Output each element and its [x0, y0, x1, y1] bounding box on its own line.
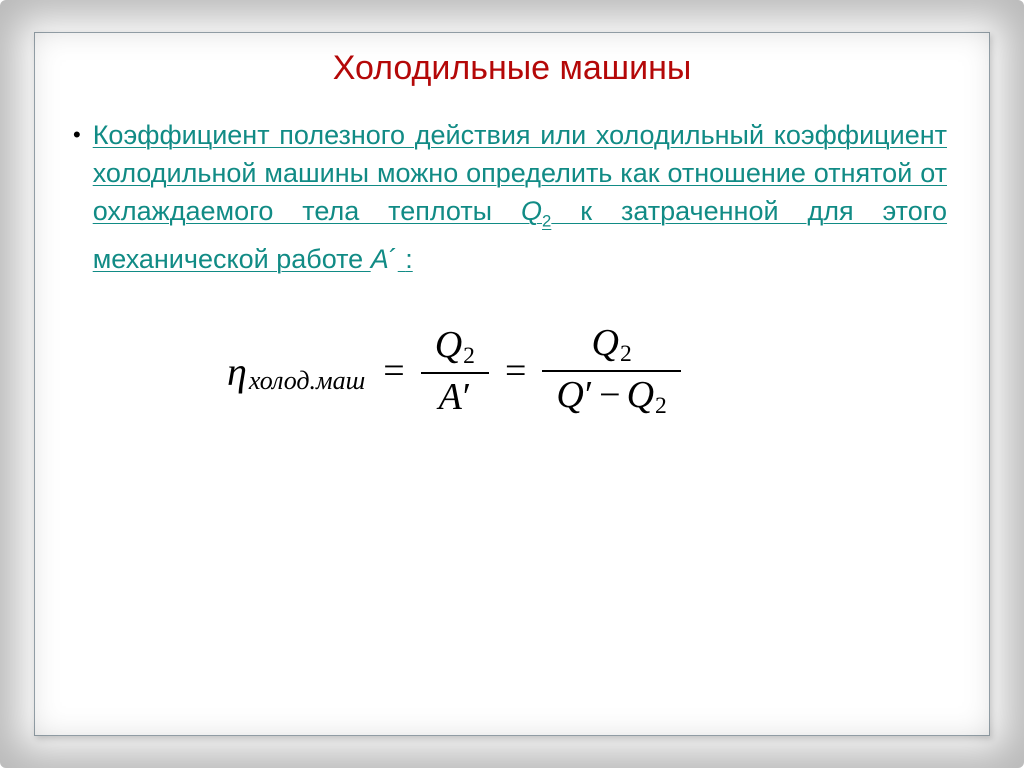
frac2-minus: −	[599, 374, 620, 416]
paragraph: Коэффициент полезного действия или холод…	[93, 116, 947, 278]
fraction-1: Q2 A′	[421, 324, 489, 420]
frac1-den-prime: ′	[463, 376, 471, 418]
fraction-2: Q2 Q′−Q2	[542, 322, 680, 420]
slide-title: Холодильные машины	[35, 49, 989, 88]
q-subscript: 2	[542, 211, 551, 230]
formula: η холод.маш = Q2 A′ = Q2 Q′−Q2	[227, 322, 947, 420]
frac1-bar	[421, 372, 489, 374]
equals-2: =	[505, 349, 526, 393]
frac2-num-Q: Q	[591, 322, 618, 364]
slide-frame: Холодильные машины • Коэффициент полезно…	[34, 32, 990, 736]
paragraph-post: :	[405, 244, 413, 274]
a-prime: ´	[389, 244, 398, 274]
frac1-numerator: Q2	[421, 324, 489, 370]
eta-subscript: холод.маш	[249, 366, 365, 396]
frac2-numerator: Q2	[577, 322, 645, 368]
frac2-den-Q2-sub: 2	[655, 393, 667, 419]
slide-body: • Коэффициент полезного действия или хол…	[35, 116, 989, 421]
a-symbol: A	[371, 244, 389, 274]
frac1-num-Q: Q	[435, 324, 462, 366]
frac1-den-A: A	[439, 376, 462, 418]
frac2-den-Q1-prime: ′	[585, 374, 593, 416]
frac1-denominator: A′	[425, 376, 486, 420]
bullet-row: • Коэффициент полезного действия или хол…	[97, 116, 947, 278]
frac2-num-sub: 2	[620, 341, 632, 367]
frac2-den-Q2: Q	[627, 374, 654, 416]
eta-symbol: η	[227, 348, 247, 395]
q-symbol: Q	[521, 196, 542, 226]
frac2-den-Q1: Q	[556, 374, 583, 416]
bullet-glyph: •	[73, 116, 81, 154]
equals-1: =	[383, 349, 404, 393]
frac2-bar	[542, 370, 680, 372]
frac1-num-sub: 2	[463, 343, 475, 369]
frac2-denominator: Q′−Q2	[542, 374, 680, 420]
